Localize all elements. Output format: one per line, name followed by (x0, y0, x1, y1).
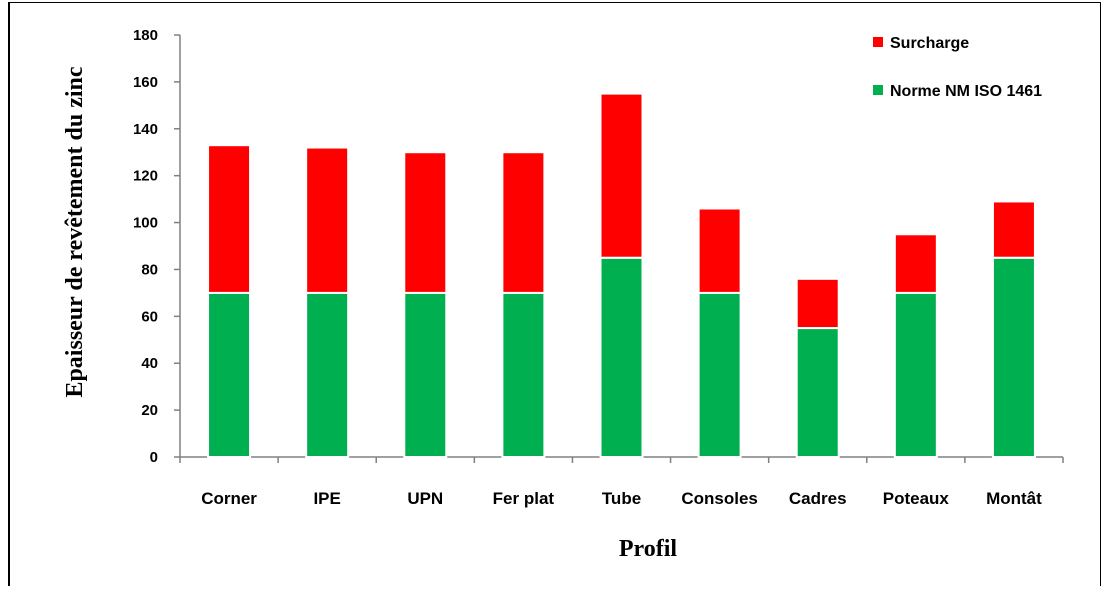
x-axis-ticks: Corner IPE UPN Fer plat Tube Consoles Cadres Po… (179, 457, 1064, 508)
y-tick-label: 80 (141, 261, 158, 278)
legend-swatch (873, 85, 883, 95)
bar-segment-surcharge (991, 200, 1036, 259)
bar-segment-norme (599, 256, 644, 458)
bar-segment-surcharge (697, 207, 742, 294)
bar-segment-surcharge (403, 151, 448, 294)
bar-segment-norme (305, 291, 350, 458)
y-tick-label: 120 (133, 168, 158, 185)
legend-swatch (873, 37, 883, 47)
bar-segment-norme (697, 291, 742, 458)
y-tick-label: 60 (141, 308, 158, 325)
x-tick-label: Tube (602, 489, 641, 508)
y-tick-label: 20 (141, 402, 158, 419)
x-tick-label: Consoles (681, 489, 758, 508)
bar-segment-norme (501, 291, 546, 458)
bar-segment-norme (991, 256, 1036, 458)
bar-segment-surcharge (207, 144, 252, 294)
bar-segment-surcharge (893, 233, 938, 294)
legend: Surcharge Norme NM ISO 1461 (873, 35, 1042, 100)
x-tick-label: Poteaux (883, 489, 950, 508)
x-tick-label: Fer plat (493, 489, 555, 508)
y-tick-label: 100 (133, 215, 158, 232)
y-axis-title: Epaisseur de revêtement du zinc (62, 66, 88, 397)
bar-segment-surcharge (599, 92, 644, 259)
y-axis-ticks: 0 20 40 60 80 100 120 140 160 180 (133, 27, 180, 466)
x-tick-label: UPN (407, 489, 443, 508)
bar-segment-norme (207, 291, 252, 458)
x-tick-label: Corner (201, 489, 257, 508)
legend-label: Surcharge (890, 35, 969, 52)
bar-segment-surcharge (501, 151, 546, 294)
bar-segment-norme (795, 327, 840, 458)
x-axis-title: Profil (619, 536, 678, 562)
y-tick-label: 180 (133, 27, 158, 44)
bar-segment-norme (893, 291, 938, 458)
y-tick-label: 0 (150, 449, 158, 466)
bars (207, 92, 1036, 458)
legend-label: Norme NM ISO 1461 (890, 83, 1042, 100)
y-tick-label: 160 (133, 74, 158, 91)
x-tick-label: Montât (986, 489, 1042, 508)
y-tick-label: 40 (141, 355, 158, 372)
bar-segment-norme (403, 291, 448, 458)
x-tick-label: IPE (313, 489, 340, 508)
chart-frame (8, 2, 1101, 586)
bar-segment-surcharge (795, 277, 840, 330)
y-tick-label: 140 (133, 121, 158, 138)
x-tick-label: Cadres (789, 489, 847, 508)
bar-segment-surcharge (305, 146, 350, 294)
